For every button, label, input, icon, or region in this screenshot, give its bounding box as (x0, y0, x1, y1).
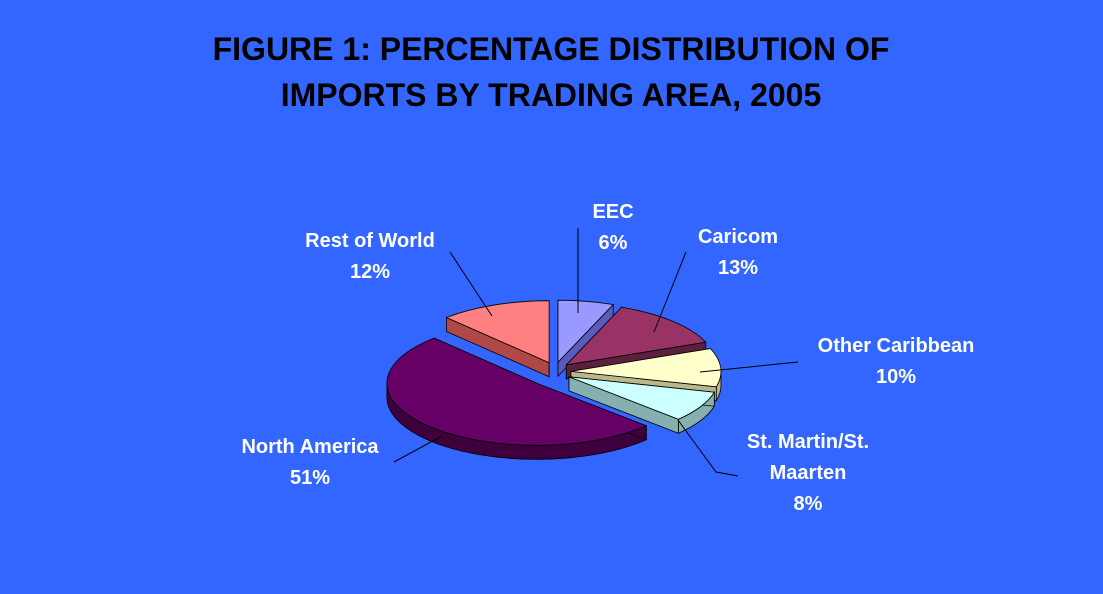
slice-name-label: Maarten (770, 462, 847, 484)
leader-line (699, 361, 799, 373)
slice-top-face (445, 300, 550, 364)
slice-value-label: 51% (290, 467, 330, 489)
chart-title-line-2: IMPORTS BY TRADING AREA, 2005 (281, 77, 822, 113)
slice-value-label: 6% (599, 232, 628, 254)
slice-name-label: North America (241, 436, 379, 458)
slice-top-face (568, 376, 715, 420)
leader-line (653, 251, 687, 333)
slice-top-face (557, 299, 615, 364)
chart-title: FIGURE 1: PERCENTAGE DISTRIBUTION OF IMP… (213, 31, 890, 113)
slice-value-label: 13% (718, 257, 758, 279)
slice-name-label: EEC (592, 201, 633, 223)
slice-name-label: Rest of World (305, 230, 435, 252)
slice-top-face (565, 306, 707, 366)
slice-value-label: 8% (794, 493, 823, 515)
pie-slice-rest-of-world (445, 300, 550, 378)
slice-top-face (570, 348, 722, 388)
leader-line (677, 419, 739, 477)
slice-name-label: Other Caribbean (818, 335, 975, 357)
pie-slice-north-america (386, 337, 648, 460)
slice-labels: EEC 6% Caricom 13% Other Caribbean 10% St. Mar… (241, 201, 974, 515)
slice-name-label: Caricom (698, 226, 778, 248)
leader-line (393, 435, 443, 463)
slice-top-face (386, 337, 648, 446)
chart-title-line-1: FIGURE 1: PERCENTAGE DISTRIBUTION OF (213, 31, 890, 67)
pie-slice-st-martin-st-maarten (568, 376, 715, 434)
pie-slices (386, 299, 722, 460)
leader-lines (393, 228, 799, 477)
pie-slice-eec (557, 299, 615, 378)
leader-line (449, 251, 493, 317)
slice-name-label: St. Martin/St. (747, 431, 869, 453)
slice-value-label: 12% (350, 261, 390, 283)
slice-value-label: 10% (876, 366, 916, 388)
